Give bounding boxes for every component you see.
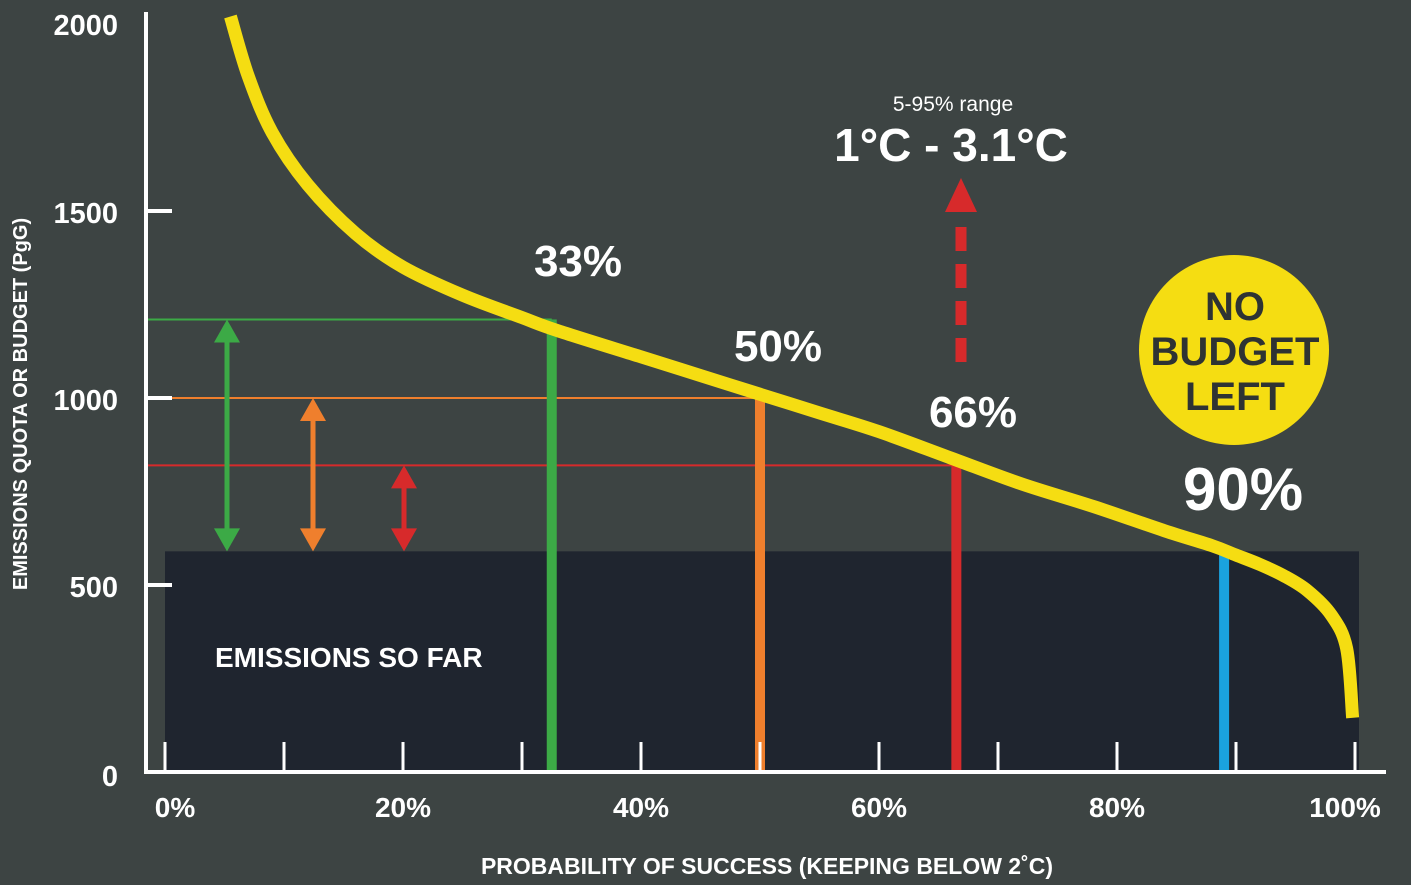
emissions-so-far-label: EMISSIONS SO FAR bbox=[215, 642, 483, 673]
budget-arrow-head-up bbox=[300, 398, 326, 421]
x-tick-label: 20% bbox=[375, 792, 431, 823]
threshold-label-90: 90% bbox=[1183, 456, 1303, 523]
y-tick-label: 1500 bbox=[53, 198, 118, 230]
threshold-label-50: 50% bbox=[734, 322, 822, 371]
budget-arrow-50 bbox=[300, 398, 326, 552]
y-tick-label: 1000 bbox=[53, 385, 118, 417]
x-axis-title: PROBABILITY OF SUCCESS (KEEPING BELOW 2˚… bbox=[481, 853, 1053, 879]
x-tick-label: 100% bbox=[1309, 792, 1381, 823]
threshold-label-33: 33% bbox=[534, 237, 622, 286]
threshold-bar-50 bbox=[755, 398, 765, 772]
range-annotation: 5-95% range 1°C - 3.1°C bbox=[834, 93, 1068, 362]
badge-line-3: LEFT bbox=[1185, 375, 1285, 419]
budget-arrow-head-down bbox=[214, 528, 240, 552]
no-budget-left-badge: NO BUDGET LEFT bbox=[1139, 255, 1329, 445]
x-tick-label: 80% bbox=[1089, 792, 1145, 823]
threshold-bar-90 bbox=[1219, 551, 1230, 772]
threshold-labels: 33% 50% 66% 90% bbox=[534, 237, 1303, 523]
budget-curve-line bbox=[224, 14, 1360, 719]
x-axis-ticks: 0% 20% 40% 60% 80% 100% bbox=[155, 742, 1381, 823]
y-tick-label: 500 bbox=[70, 572, 118, 604]
budget-arrow-33 bbox=[214, 319, 240, 552]
budget-arrow-head-up bbox=[391, 465, 417, 489]
budget-arrows bbox=[214, 319, 417, 552]
x-tick-label: 60% bbox=[851, 792, 907, 823]
y-axis-ticks: 0 500 1000 1500 2000 bbox=[53, 10, 172, 793]
range-caption: 5-95% range bbox=[893, 93, 1013, 116]
threshold-bar-66 bbox=[951, 465, 962, 772]
badge-circle bbox=[1139, 255, 1329, 445]
y-tick-label: 2000 bbox=[53, 10, 118, 42]
badge-line-2: BUDGET bbox=[1151, 330, 1320, 374]
budget-arrow-head-up bbox=[214, 319, 240, 343]
y-tick-label: 0 bbox=[102, 761, 118, 793]
budget-arrow-66 bbox=[391, 465, 417, 552]
x-tick-label: 0% bbox=[155, 792, 196, 823]
threshold-verticals bbox=[546, 319, 1230, 772]
budget-arrow-head-down bbox=[391, 528, 417, 552]
budget-arrow-head-down bbox=[300, 528, 326, 552]
threshold-label-66: 66% bbox=[929, 388, 1017, 437]
range-value: 1°C - 3.1°C bbox=[834, 119, 1068, 171]
y-axis-title: EMISSIONS QUOTA OR BUDGET (PgG) bbox=[10, 218, 32, 590]
badge-line-1: NO bbox=[1205, 285, 1265, 329]
x-tick-label: 40% bbox=[613, 792, 669, 823]
threshold-bar-33 bbox=[546, 319, 557, 772]
range-arrow-head bbox=[945, 178, 977, 212]
